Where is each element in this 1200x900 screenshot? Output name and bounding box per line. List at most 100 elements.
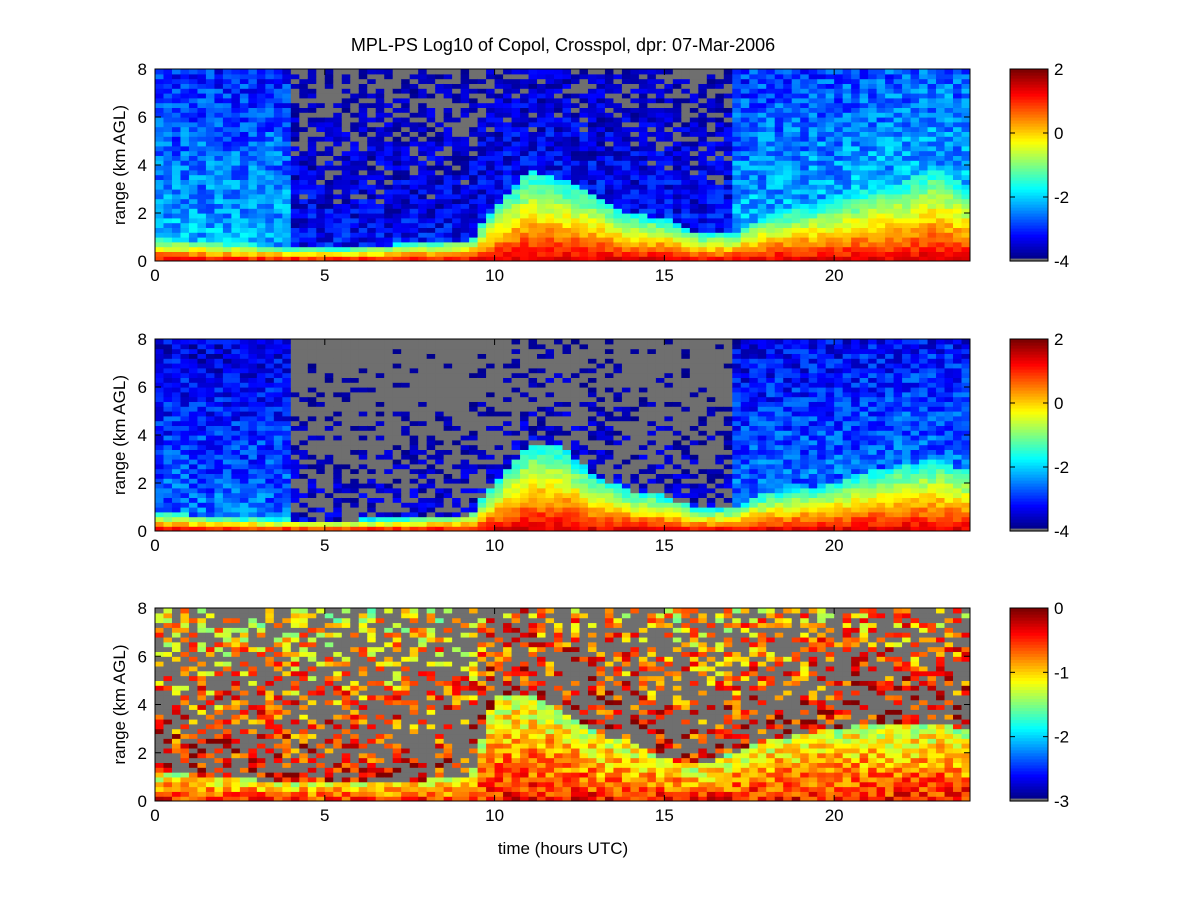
heatmap-cell <box>868 227 878 233</box>
heatmap-cell <box>290 372 300 378</box>
heatmap-cell <box>825 150 835 156</box>
heatmap-cell <box>800 69 810 75</box>
heatmap-cell <box>808 179 818 185</box>
heatmap-cell <box>545 78 555 84</box>
heatmap-cell <box>307 391 317 398</box>
heatmap-cell <box>749 145 759 152</box>
heatmap-cell <box>757 198 767 204</box>
heatmap-cell <box>290 121 300 128</box>
heatmap-cell <box>537 117 547 123</box>
heatmap-cell <box>239 463 249 470</box>
heatmap-cell <box>256 367 266 374</box>
heatmap-cell <box>358 227 368 233</box>
heatmap-cell <box>171 213 182 219</box>
heatmap-cell <box>426 102 436 108</box>
heatmap-cell <box>715 141 725 147</box>
heatmap-cell <box>664 213 674 219</box>
heatmap-cell <box>749 102 759 108</box>
heatmap-cell <box>910 131 920 137</box>
heatmap-cell <box>205 237 216 243</box>
heatmap-cell <box>817 121 827 128</box>
heatmap-cell <box>358 425 368 431</box>
heatmap-cell <box>545 88 555 94</box>
heatmap-cell <box>205 473 216 479</box>
heatmap-cell <box>893 227 903 233</box>
heatmap-cell <box>604 107 615 113</box>
heatmap-cell <box>239 193 249 200</box>
heatmap-cell <box>435 227 445 233</box>
heatmap-cell <box>239 372 249 378</box>
heatmap-cell <box>197 117 207 123</box>
heatmap-cell <box>910 73 920 80</box>
heatmap-cell <box>307 430 317 436</box>
heatmap-cell <box>358 112 368 118</box>
heatmap-cell <box>205 343 216 350</box>
heatmap-cell <box>749 165 759 171</box>
heatmap-cell <box>231 169 241 176</box>
heatmap-cell <box>732 165 742 171</box>
heatmap-cell <box>783 213 793 219</box>
heatmap-cell <box>256 339 266 345</box>
heatmap-cell <box>961 83 970 89</box>
heatmap-cell <box>205 367 216 374</box>
heatmap-cell <box>791 217 801 224</box>
heatmap-cell <box>859 131 869 137</box>
heatmap-cell <box>528 102 538 108</box>
heatmap-cell <box>723 141 733 147</box>
heatmap-cell <box>944 155 954 161</box>
heatmap-cell <box>163 473 173 479</box>
heatmap-cell <box>231 339 241 345</box>
heatmap-cell <box>460 136 470 142</box>
heatmap-cell <box>256 425 266 431</box>
colorbar-swatch <box>1010 111 1048 115</box>
heatmap-cell <box>486 232 496 238</box>
heatmap-cell <box>180 377 190 383</box>
heatmap-cell <box>358 343 368 350</box>
heatmap-cell <box>214 363 224 369</box>
heatmap-cell <box>155 430 165 436</box>
heatmap-cell <box>808 246 818 252</box>
heatmap-cell <box>333 516 343 522</box>
heatmap-cell <box>239 387 249 393</box>
heatmap-cell <box>961 184 970 190</box>
heatmap-cell <box>689 83 699 89</box>
heatmap-cell <box>817 203 827 209</box>
heatmap-cell <box>341 435 351 441</box>
heatmap-cell <box>596 117 606 123</box>
heatmap-cell <box>851 136 861 142</box>
heatmap-cell <box>715 112 725 118</box>
heatmap-cell <box>171 516 182 522</box>
heatmap-cell <box>341 401 351 407</box>
heatmap-cell <box>613 141 623 147</box>
heatmap-cell <box>944 160 954 166</box>
heatmap-cell <box>197 435 207 441</box>
heatmap-cell <box>409 184 419 190</box>
heatmap-cell <box>672 69 682 75</box>
heatmap-cell <box>486 83 496 89</box>
heatmap-cell <box>859 117 869 123</box>
heatmap-cell <box>324 251 334 257</box>
heatmap-cell <box>392 179 402 185</box>
heatmap-cell <box>791 237 801 243</box>
heatmap-cell <box>859 97 869 104</box>
heatmap-cell <box>341 367 351 374</box>
heatmap-cell <box>757 97 767 104</box>
heatmap-cell <box>239 83 249 89</box>
heatmap-cell <box>570 198 581 204</box>
heatmap-cell <box>341 193 351 200</box>
heatmap-cell <box>375 131 385 137</box>
heatmap-cell <box>655 88 665 94</box>
heatmap-cell <box>163 487 173 494</box>
heatmap-cell <box>367 126 377 132</box>
heatmap-cell <box>554 184 564 190</box>
heatmap-cell <box>299 198 309 204</box>
heatmap-cell <box>333 155 343 161</box>
heatmap-cell <box>324 521 334 527</box>
heatmap-cell <box>299 516 309 522</box>
heatmap-cell <box>282 256 292 261</box>
heatmap-cell <box>630 213 640 219</box>
heatmap-cell <box>808 184 818 190</box>
heatmap-cell <box>282 415 292 422</box>
heatmap-cell <box>256 492 266 498</box>
heatmap-cell <box>740 251 750 257</box>
